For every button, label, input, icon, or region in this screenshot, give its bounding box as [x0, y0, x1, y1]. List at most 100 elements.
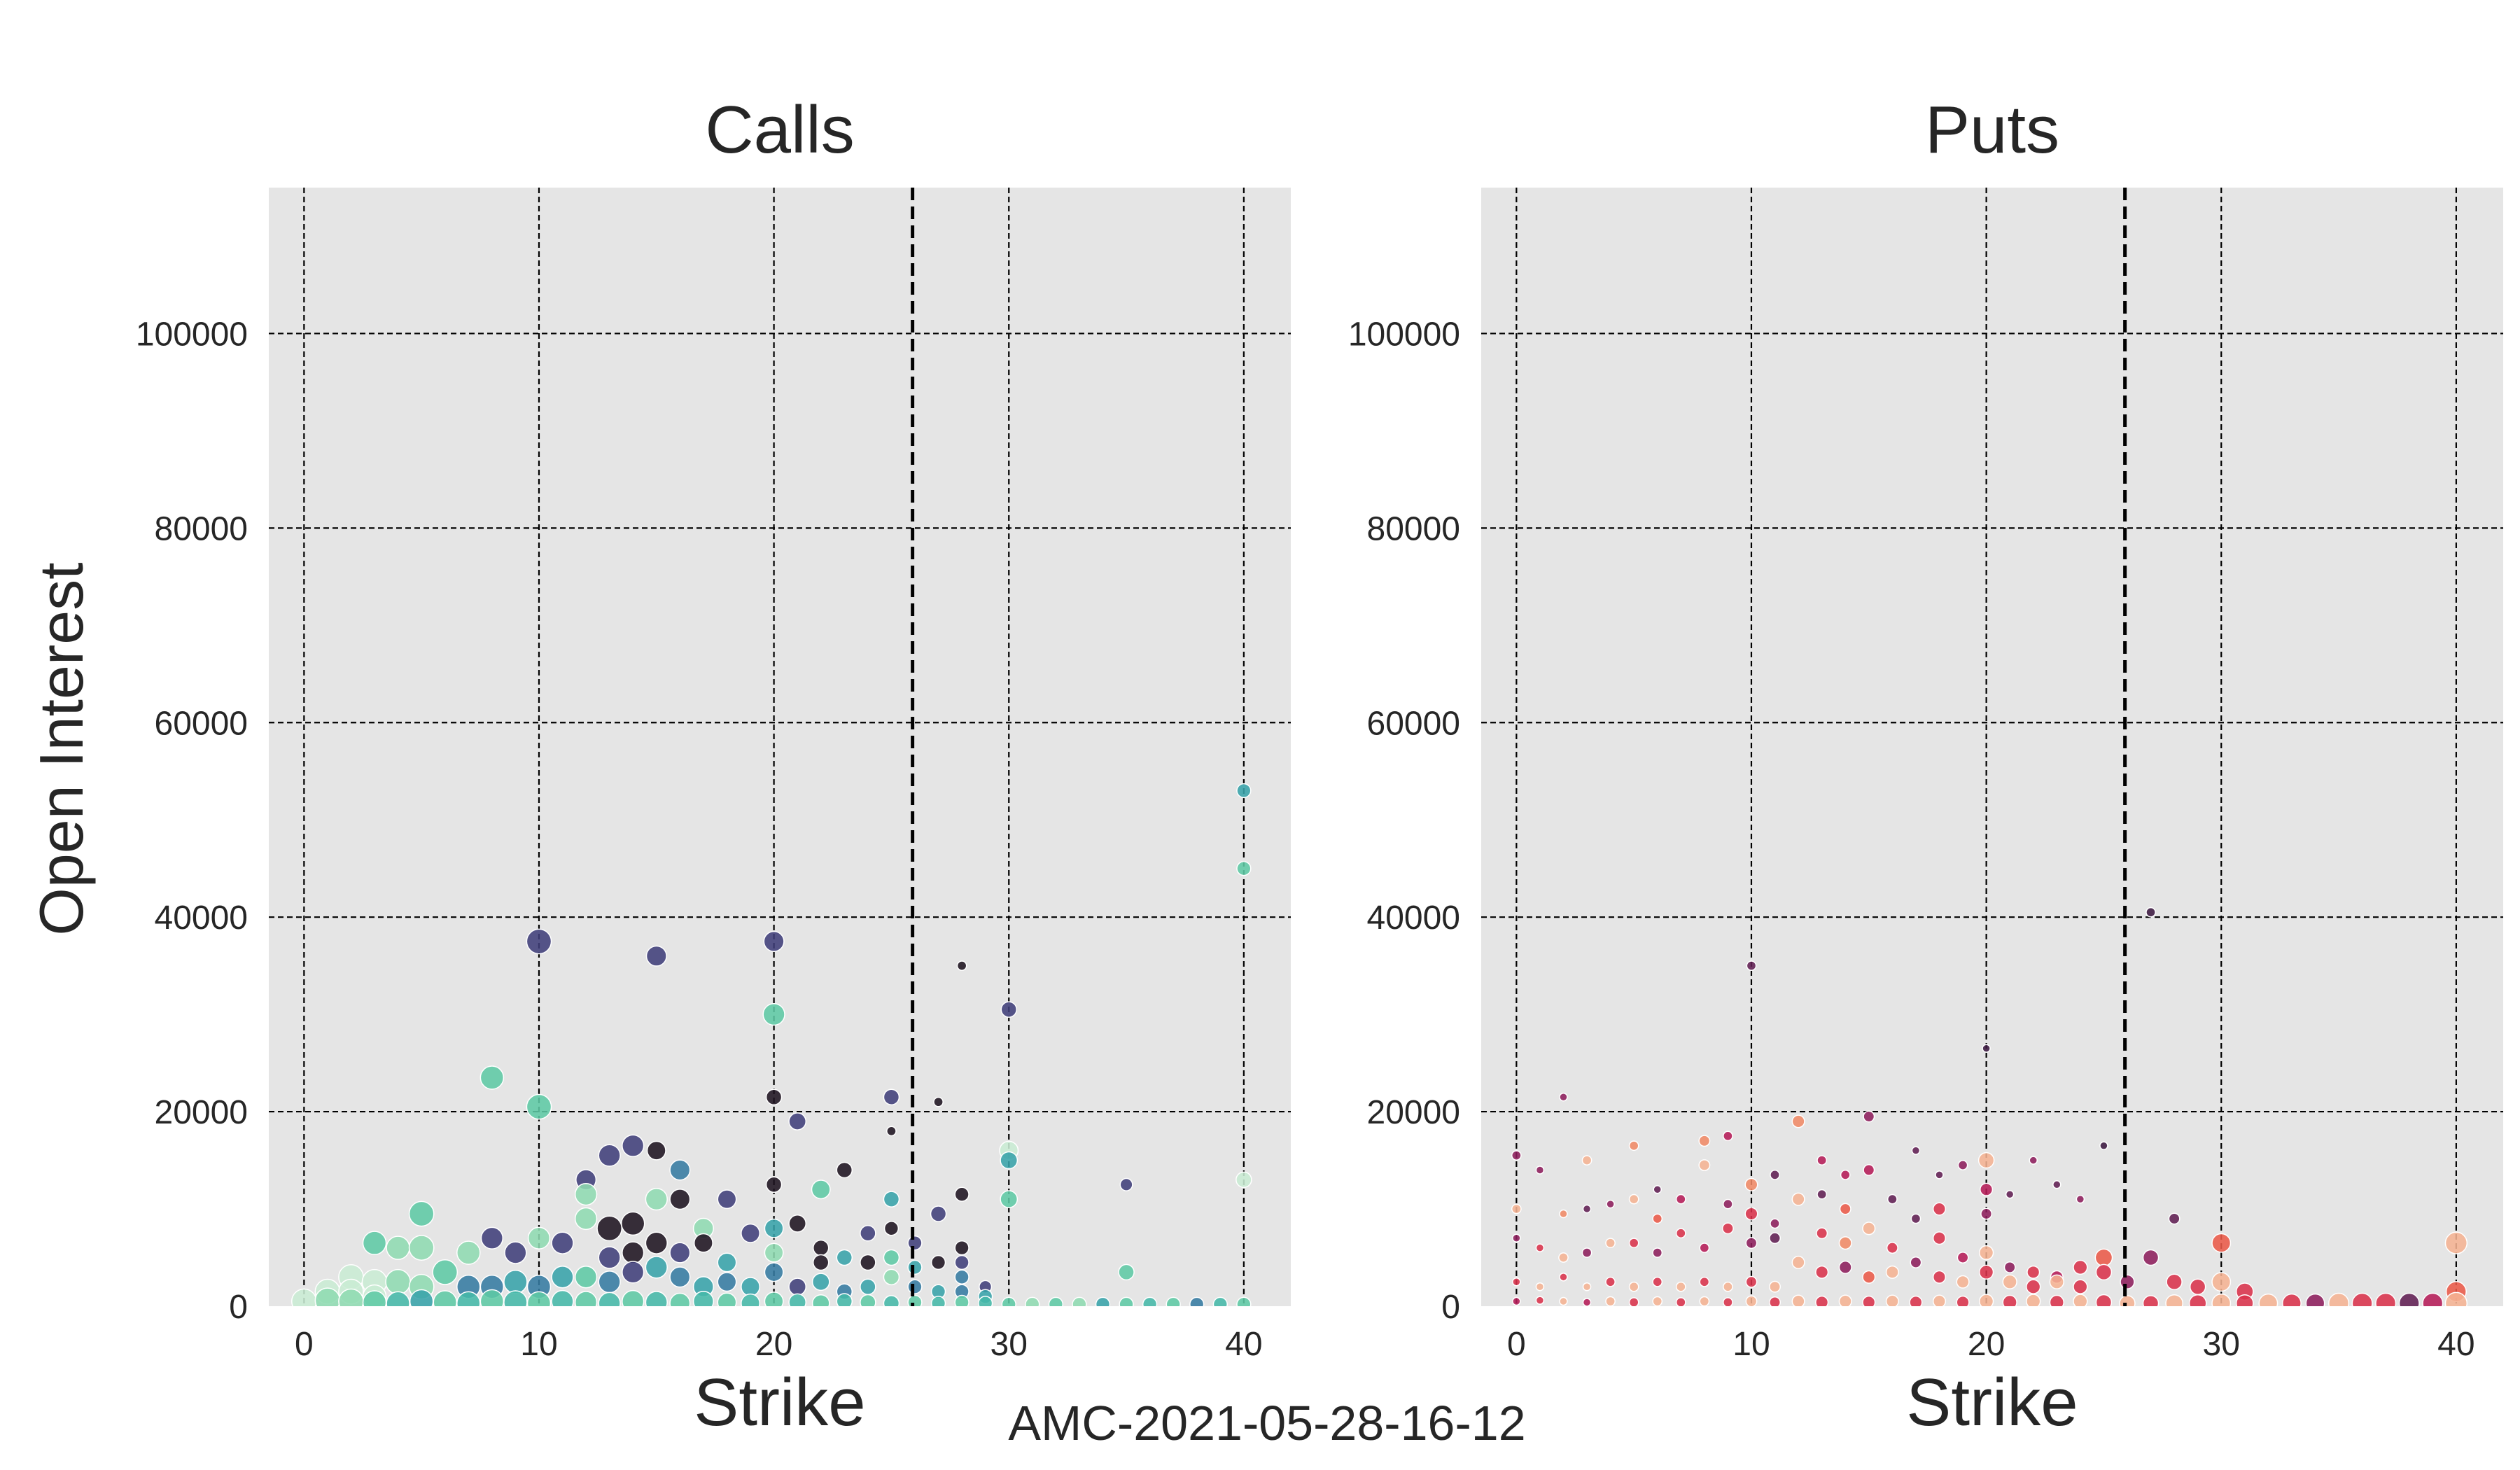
- scatter-point: [954, 1269, 969, 1284]
- scatter-point: [2099, 1141, 2108, 1150]
- scatter-point: [1744, 1207, 1758, 1221]
- scatter-point: [598, 1246, 621, 1269]
- scatter-point: [1559, 1296, 1568, 1306]
- scatter-point: [1885, 1294, 1899, 1306]
- scatter-point: [1910, 1256, 1922, 1268]
- scatter-point: [2142, 1295, 2160, 1306]
- scatter-point: [1909, 1295, 1923, 1306]
- scatter-point: [622, 1289, 645, 1306]
- scatter-point: [1675, 1194, 1686, 1205]
- scatter-point: [574, 1266, 598, 1289]
- scatter-point: [1862, 1222, 1876, 1236]
- x-tick-label: 20: [755, 1326, 792, 1363]
- scatter-point: [1628, 1140, 1639, 1152]
- scatter-point: [1166, 1296, 1181, 1306]
- scatter-point: [933, 1096, 944, 1107]
- scatter-point: [2211, 1272, 2232, 1292]
- scatter-point: [2005, 1189, 2015, 1199]
- scatter-point: [1072, 1296, 1087, 1306]
- scatter-point: [1863, 1110, 1875, 1123]
- scatter-point: [883, 1088, 900, 1105]
- scatter-point: [811, 1294, 830, 1306]
- scatter-point: [1559, 1092, 1568, 1102]
- scatter-point: [1863, 1164, 1875, 1176]
- scatter-point: [811, 1180, 831, 1200]
- scatter-point: [907, 1294, 923, 1306]
- scatter-point: [1189, 1296, 1205, 1306]
- scatter-point: [1628, 1297, 1639, 1306]
- scatter-point: [598, 1292, 621, 1306]
- scatter-point: [574, 1183, 598, 1206]
- scatter-point: [2095, 1294, 2113, 1306]
- scatter-point: [1582, 1204, 1592, 1214]
- x-tick-label: 30: [2203, 1326, 2240, 1363]
- scatter-point: [1652, 1296, 1663, 1306]
- scatter-point: [764, 1262, 784, 1282]
- scatter-point: [1236, 783, 1252, 799]
- scatter-point: [1745, 1275, 1758, 1288]
- scatter-point: [1652, 1247, 1663, 1258]
- scatter-point: [1980, 1182, 1994, 1196]
- scatter-point: [2328, 1292, 2350, 1306]
- scatter-point: [886, 1126, 897, 1137]
- scatter-point: [764, 1242, 784, 1263]
- scatter-point: [2305, 1293, 2325, 1306]
- scatter-point: [2422, 1292, 2444, 1306]
- scatter-point: [2444, 1231, 2468, 1254]
- scatter-point: [883, 1268, 900, 1286]
- scatter-point: [1862, 1295, 1876, 1306]
- scatter-point: [907, 1236, 923, 1251]
- x-axis-label: Strike: [1906, 1365, 2078, 1440]
- scatter-point: [1628, 1194, 1639, 1205]
- scatter-point: [646, 1140, 666, 1161]
- scatter-point: [1791, 1114, 1805, 1128]
- scatter-point: [1932, 1202, 1947, 1216]
- y-tick-label: 80000: [1367, 510, 1460, 547]
- scatter-point: [2119, 1295, 2136, 1306]
- scatter-point: [2235, 1294, 2254, 1306]
- scatter-point: [1095, 1296, 1111, 1306]
- x-axis-label: Strike: [694, 1365, 865, 1440]
- y-tick-label: 60000: [1367, 705, 1460, 742]
- scatter-point: [527, 1226, 551, 1250]
- scatter-point: [2026, 1279, 2041, 1294]
- scatter-point: [1956, 1275, 1970, 1289]
- y-tick-label: 100000: [136, 316, 248, 353]
- scatter-point: [2120, 1274, 2135, 1289]
- scatter-point: [954, 1254, 969, 1270]
- scatter-point: [551, 1266, 574, 1289]
- scatter-point: [764, 1218, 784, 1238]
- scatter-point: [2398, 1292, 2420, 1306]
- scatter-point: [2003, 1261, 2016, 1273]
- y-tick-label: 0: [229, 1289, 248, 1326]
- scatter-point: [1582, 1298, 1592, 1306]
- x-tick-label: 0: [1507, 1326, 1526, 1363]
- scatter-point: [812, 1254, 830, 1271]
- figure-ylabel: Open Interest: [27, 562, 96, 935]
- scatter-point: [526, 1093, 552, 1120]
- subplot-puts: 0 10 20 30 40 0 20000 40000 60000 80000 100000 Puts…: [1348, 92, 2503, 1440]
- scatter-point: [930, 1254, 946, 1270]
- scatter-point: [1535, 1296, 1545, 1305]
- scatter-point: [1886, 1242, 1898, 1254]
- scatter-point: [1628, 1281, 1639, 1292]
- scatter-point: [860, 1225, 876, 1242]
- scatter-point: [1605, 1276, 1616, 1287]
- scatter-point: [788, 1112, 807, 1130]
- scatter-point: [1721, 1222, 1734, 1235]
- scatter-point: [930, 1296, 946, 1306]
- scatter-point: [1769, 1280, 1781, 1293]
- scatter-point: [456, 1291, 481, 1306]
- scatter-point: [1652, 1276, 1663, 1287]
- plot-background: [1481, 188, 2503, 1306]
- scatter-point: [669, 1292, 691, 1306]
- scatter-point: [765, 1176, 783, 1194]
- scatter-point: [2073, 1294, 2088, 1306]
- scatter-point: [1511, 1203, 1522, 1214]
- scatter-point: [551, 1289, 574, 1306]
- scatter-point: [1745, 1237, 1758, 1250]
- scatter-point: [622, 1261, 645, 1284]
- scatter-point: [2049, 1274, 2064, 1289]
- scatter-point: [622, 1134, 645, 1157]
- scatter-point: [2444, 1292, 2468, 1306]
